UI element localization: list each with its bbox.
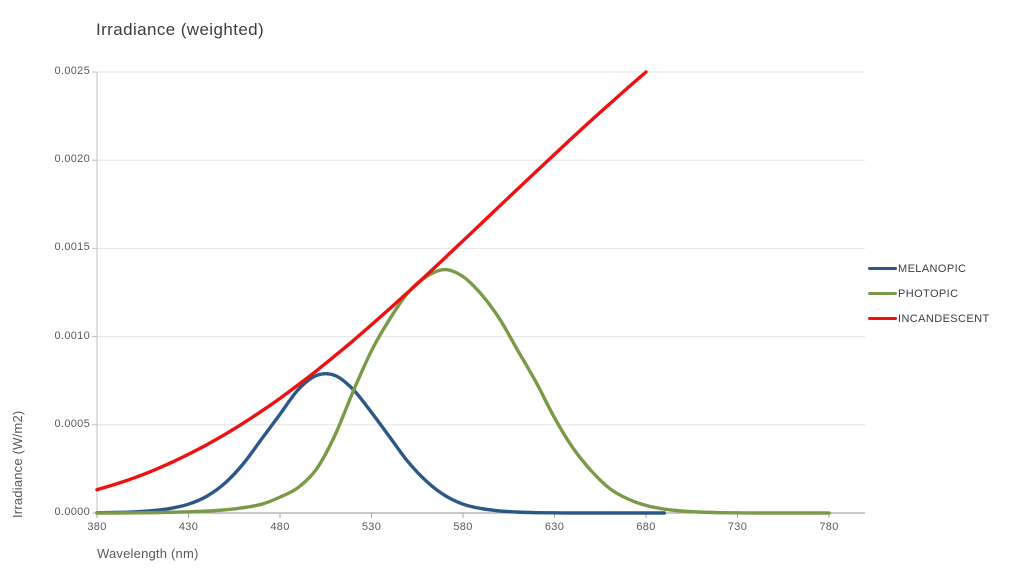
y-tick-label: 0.0000 — [54, 506, 90, 518]
x-tick-label: 380 — [87, 521, 107, 533]
legend-swatch-incandescent — [868, 316, 897, 321]
legend-item-melanopic: MELANOPIC — [868, 256, 990, 281]
legend-item-incandescent: INCANDESCENT — [868, 306, 990, 331]
x-axis-title: Wavelength (nm) — [97, 546, 199, 561]
y-tick-label: 0.0015 — [54, 241, 90, 254]
legend: MELANOPIC PHOTOPIC INCANDESCENT — [868, 256, 990, 331]
x-tick-label: 580 — [453, 521, 473, 533]
legend-swatch-melanopic — [868, 266, 897, 271]
legend-label: PHOTOPIC — [898, 287, 959, 300]
legend-swatch-photopic — [868, 291, 897, 296]
y-tick-label: 0.0005 — [54, 417, 90, 430]
x-tick-label: 730 — [727, 521, 748, 533]
x-tick-label: 630 — [544, 521, 565, 533]
x-tick-label: 780 — [819, 521, 839, 533]
legend-label: INCANDESCENT — [898, 312, 990, 325]
melanopic-line — [95, 371, 666, 515]
x-tick-label: 480 — [270, 521, 290, 533]
x-tick-label: 680 — [636, 521, 656, 533]
legend-item-photopic: PHOTOPIC — [868, 281, 990, 306]
legend-label: MELANOPIC — [898, 262, 967, 275]
y-tick-label: 0.0025 — [54, 65, 90, 77]
chart-title: Irradiance (weighted) — [96, 20, 265, 39]
x-tick-label: 430 — [178, 521, 199, 533]
incandescent-line — [95, 70, 648, 492]
y-tick-label: 0.0020 — [54, 153, 90, 166]
x-tick-label: 530 — [361, 521, 382, 533]
y-tick-label: 0.0010 — [54, 329, 90, 342]
photopic-line — [95, 267, 831, 515]
